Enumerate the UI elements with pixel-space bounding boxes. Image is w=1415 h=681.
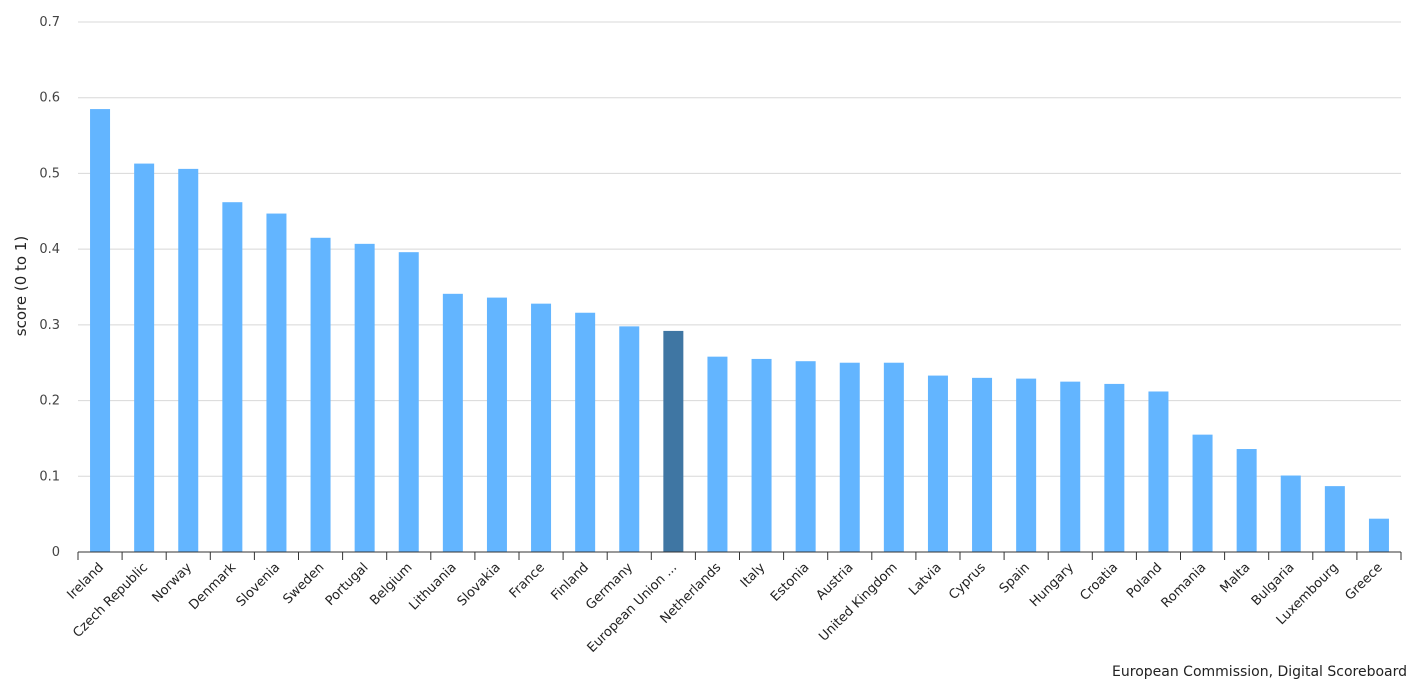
gridlines [78, 21, 1401, 477]
bar-latvia[interactable] [927, 375, 948, 552]
y-axis-ticks: 0 0.1 0.2 0.3 0.4 0.5 0.6 0.7 [39, 15, 60, 560]
bar-italy[interactable] [751, 358, 772, 552]
x-tick-label: Latvia [906, 560, 945, 599]
x-tick-label: Portugal [323, 560, 372, 609]
y-tick-label: 0.4 [39, 242, 60, 257]
x-tick-label: Lithuania [406, 560, 459, 613]
bar-slovakia[interactable] [486, 297, 507, 552]
bar-hungary[interactable] [1060, 381, 1081, 552]
bar-greece[interactable] [1368, 518, 1389, 552]
x-tick-label: France [507, 560, 548, 601]
x-tick-label: Slovenia [234, 560, 284, 610]
x-tick-label: Finland [549, 560, 592, 603]
x-tick-label: Greece [1342, 560, 1385, 603]
bar-romania[interactable] [1192, 434, 1213, 552]
x-tick-label: Czech Republic [70, 560, 151, 641]
bar-portugal[interactable] [354, 243, 375, 553]
bar-spain[interactable] [1016, 378, 1037, 552]
bar-luxembourg[interactable] [1324, 486, 1345, 552]
y-tick-label: 0.7 [39, 15, 60, 30]
bar-poland[interactable] [1148, 391, 1169, 552]
bar-bulgaria[interactable] [1280, 475, 1301, 552]
x-tick-label: Cyprus [946, 560, 989, 603]
x-tick-label: Spain [997, 560, 1033, 596]
y-tick-label: 0.1 [39, 469, 60, 484]
y-tick-label: 0.6 [39, 91, 60, 106]
bar-norway[interactable] [178, 168, 199, 552]
bar-netherlands[interactable] [707, 356, 728, 552]
x-tick-label: Slovakia [455, 560, 504, 609]
x-tick-label: Norway [150, 560, 196, 606]
y-tick-label: 0 [52, 545, 60, 560]
x-axis-ticks [77, 552, 1402, 560]
bar-france[interactable] [531, 303, 552, 552]
x-tick-label: Italy [738, 560, 769, 591]
credit-text[interactable]: European Commission, Digital Scoreboard [1112, 664, 1407, 680]
x-tick-label: United Kingdom [816, 560, 900, 644]
bar-slovenia[interactable] [266, 213, 287, 553]
x-tick-label: Poland [1124, 560, 1165, 601]
y-tick-label: 0.5 [39, 166, 60, 181]
bar-united-kingdom[interactable] [883, 362, 904, 552]
bar-czech-republic[interactable] [134, 163, 155, 553]
x-tick-label: Malta [1218, 560, 1254, 596]
x-tick-label: Sweden [280, 560, 327, 607]
x-tick-label: Hungary [1027, 560, 1077, 610]
y-tick-label: 0.3 [39, 318, 60, 333]
bar-ireland[interactable] [90, 109, 111, 553]
y-axis-title: score (0 to 1) [12, 236, 30, 336]
bar-lithuania[interactable] [442, 293, 463, 552]
x-tick-label: Croatia [1078, 560, 1122, 604]
x-tick-label: Denmark [186, 560, 239, 613]
bar-belgium[interactable] [398, 252, 419, 552]
x-tick-label: Romania [1159, 560, 1210, 611]
bar-austria[interactable] [839, 362, 860, 552]
x-tick-label: Austria [813, 560, 856, 603]
x-tick-label: Ireland [64, 560, 106, 602]
bar-denmark[interactable] [222, 202, 243, 552]
bars [90, 109, 1389, 553]
bar-finland[interactable] [575, 312, 596, 552]
bar-croatia[interactable] [1104, 383, 1125, 552]
bar-sweden[interactable] [310, 237, 331, 553]
bar-european-union[interactable] [663, 330, 684, 552]
y-tick-label: 0.2 [39, 394, 60, 409]
x-tick-label: Estonia [768, 560, 812, 604]
bar-cyprus[interactable] [972, 377, 993, 552]
bar-estonia[interactable] [795, 361, 816, 552]
bar-germany[interactable] [619, 326, 640, 552]
bar-malta[interactable] [1236, 449, 1257, 552]
